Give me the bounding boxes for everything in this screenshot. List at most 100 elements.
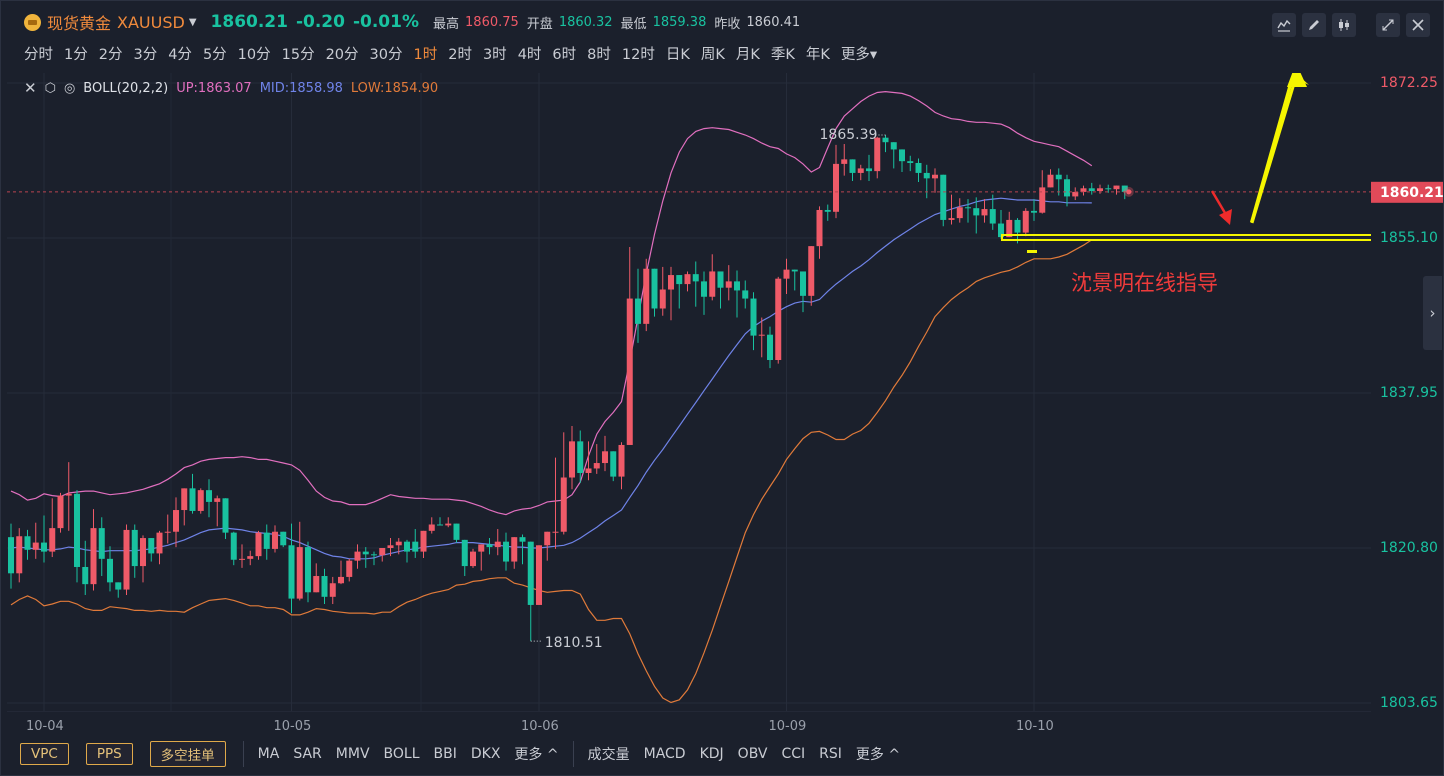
candle-body xyxy=(263,532,270,549)
timeframe-5[interactable]: 5分 xyxy=(202,47,227,63)
candle-body xyxy=(156,532,163,554)
main-indicator-1[interactable]: SAR xyxy=(293,746,322,762)
candle-body xyxy=(602,451,608,464)
sub-indicator-0[interactable]: 成交量 xyxy=(587,747,630,763)
symbol-name[interactable]: 现货黄金 xyxy=(47,14,112,33)
candle-body xyxy=(659,289,666,309)
candle-body xyxy=(387,545,394,548)
candle-body xyxy=(288,545,295,599)
main-indicator-5[interactable]: DKX xyxy=(470,746,501,762)
current-price-dot-core xyxy=(1126,189,1132,195)
candle-body xyxy=(1072,191,1079,197)
candlestick-icon[interactable] xyxy=(1332,13,1356,37)
main-indicator-4[interactable]: BBI xyxy=(433,746,457,762)
main-indicator-2[interactable]: MMV xyxy=(335,746,370,762)
timeframe-15[interactable]: 8时 xyxy=(587,47,611,63)
main-indicator-3[interactable]: BOLL xyxy=(383,746,420,762)
timeframe-9[interactable]: 30分 xyxy=(369,47,403,63)
candle-body xyxy=(940,174,947,220)
candle-body xyxy=(8,537,14,574)
candle-body xyxy=(882,137,889,143)
timeframe-19[interactable]: 月K xyxy=(735,47,760,63)
main-indicator-6[interactable]: 更多 ^ xyxy=(514,747,559,763)
candle-body xyxy=(536,545,542,605)
candle-body xyxy=(1088,188,1095,192)
timeframe-1[interactable]: 1分 xyxy=(64,47,88,63)
open-label: 开盘 xyxy=(526,16,553,32)
candle-body xyxy=(428,524,435,531)
candle-body xyxy=(214,498,221,502)
candle-body xyxy=(874,137,881,172)
timeframe-bar: 分时 1分 2分 3分 4分 5分 10分 15分 20分 30分 1时 2时 3时 4时 6时 8时 12时日… xyxy=(24,43,888,64)
timeframe-6[interactable]: 10分 xyxy=(237,47,271,63)
symbol-dropdown-icon[interactable]: ▼ xyxy=(188,16,197,28)
candle-body xyxy=(486,544,493,548)
candle-body xyxy=(635,298,641,324)
collapse-icon[interactable] xyxy=(1376,13,1400,37)
candle-body xyxy=(494,541,501,548)
candle-body xyxy=(296,547,303,599)
divider xyxy=(242,741,244,767)
candle-body xyxy=(857,168,864,173)
sub-indicator-5[interactable]: RSI xyxy=(819,746,842,762)
candle-body xyxy=(552,531,559,533)
candle-body xyxy=(239,558,245,560)
candle-body xyxy=(453,523,460,540)
chart-line-icon[interactable] xyxy=(1272,13,1296,37)
timeframe-14[interactable]: 6时 xyxy=(552,47,577,63)
candle-body xyxy=(1039,187,1046,213)
tag-button-2[interactable]: 多空挂单 xyxy=(149,741,226,767)
timeframe-17[interactable]: 日K xyxy=(665,47,690,63)
timeframe-22[interactable]: 更多▾ xyxy=(840,47,878,63)
eye-icon[interactable]: ◎ xyxy=(63,80,76,96)
main-indicator-0[interactable]: MA xyxy=(257,746,280,762)
candle-body xyxy=(346,560,353,577)
tag-button-0[interactable]: VPC xyxy=(20,743,69,765)
candle-body xyxy=(519,537,526,542)
sub-indicator-6[interactable]: 更多 ^ xyxy=(855,747,901,763)
candle-body xyxy=(255,532,262,557)
symbol-code[interactable]: XAUUSD xyxy=(117,12,185,32)
candle-body xyxy=(395,541,402,546)
timeframe-3[interactable]: 3分 xyxy=(133,47,158,63)
timeframe-2[interactable]: 2分 xyxy=(98,47,123,63)
min-price-label: 1810.51 xyxy=(545,635,603,651)
timeframe-18[interactable]: 周K xyxy=(700,47,725,63)
timeframe-8[interactable]: 20分 xyxy=(325,47,359,63)
candle-body xyxy=(527,541,534,605)
close-icon[interactable] xyxy=(1406,13,1430,37)
sub-indicator-2[interactable]: KDJ xyxy=(699,746,724,762)
timeframe-10[interactable]: 1时 xyxy=(413,47,438,63)
open-value: 1860.32 xyxy=(558,14,613,30)
timeframe-7[interactable]: 15分 xyxy=(281,47,315,63)
price-tick-4: 1803.65 xyxy=(1380,695,1438,711)
timeframe-11[interactable]: 2时 xyxy=(448,47,472,63)
high-value: 1860.75 xyxy=(465,14,519,30)
pencil-icon[interactable] xyxy=(1302,13,1326,37)
annotation-text: 沈景明在线指导 xyxy=(1071,271,1218,295)
timeframe-4[interactable]: 4分 xyxy=(168,47,192,63)
sub-indicator-4[interactable]: CCI xyxy=(781,746,806,762)
candle-body xyxy=(1047,174,1054,188)
candle-body xyxy=(90,528,97,585)
candle-body xyxy=(321,576,328,597)
price-tick-0: 1872.25 xyxy=(1380,75,1438,91)
timeframe-13[interactable]: 4时 xyxy=(517,47,542,63)
candle-body xyxy=(833,163,839,212)
sub-indicator-1[interactable]: MACD xyxy=(643,746,686,762)
timeframe-21[interactable]: 年K xyxy=(805,47,830,63)
candle-body xyxy=(824,209,831,212)
candle-body xyxy=(709,271,716,297)
close-indicator-icon[interactable]: ✕ xyxy=(24,79,37,97)
tag-button-1[interactable]: PPS xyxy=(85,743,133,765)
timeframe-20[interactable]: 季K xyxy=(770,47,795,63)
yellow-arrow-shaft xyxy=(1250,76,1298,224)
timeframe-16[interactable]: 12时 xyxy=(621,47,655,63)
chevron-right-icon[interactable]: › xyxy=(1423,276,1442,350)
candle-body xyxy=(107,558,113,583)
settings-hexagon-icon[interactable]: ⬡ xyxy=(44,80,56,96)
candlestick-chart[interactable]: 1865.39 1810.51 xyxy=(7,73,1371,711)
sub-indicator-3[interactable]: OBV xyxy=(737,746,768,762)
timeframe-0[interactable]: 分时 xyxy=(24,47,53,63)
timeframe-12[interactable]: 3时 xyxy=(482,47,507,63)
